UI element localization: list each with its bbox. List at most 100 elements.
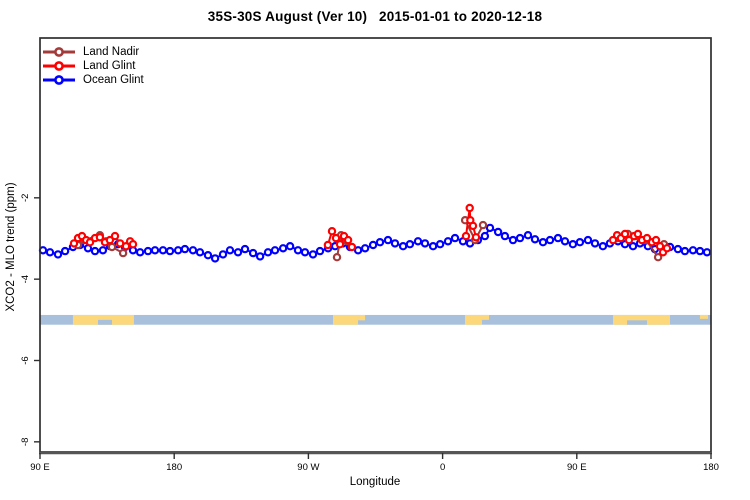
series-land-glint-point [323, 240, 333, 250]
ocean-notch [627, 320, 648, 325]
series-land-glint-point [105, 235, 115, 245]
series-ocean-glint-point [98, 246, 108, 255]
series-ocean-glint-point [218, 250, 228, 259]
land-patch [333, 314, 359, 325]
series-ocean-glint-point [695, 246, 705, 256]
series-ocean-glint-point [203, 250, 213, 260]
series-ocean-glint-point [390, 239, 400, 248]
series-ocean-glint-point [590, 239, 600, 248]
series-land-glint-point [69, 239, 79, 248]
ocean-band [40, 314, 711, 325]
series-ocean-glint-point [248, 248, 258, 258]
series-ocean-glint-point [308, 250, 318, 259]
series-land-glint-point [331, 233, 341, 243]
land-patch [358, 314, 366, 321]
chart-title: 35S-30S August (Ver 10) 2015-01-01 to 20… [207, 9, 543, 24]
series-land-glint-point [121, 241, 131, 251]
x-tick-label: 90 W [297, 462, 319, 473]
legend-marker-icon [43, 75, 75, 85]
series-ocean-glint-point [90, 246, 100, 256]
series-ocean-glint-point [530, 235, 540, 244]
series-ocean-glint-point [628, 241, 638, 251]
series-land-glint-point [608, 235, 618, 245]
x-tick-label: 180 [703, 462, 719, 473]
series-land-glint-point [128, 239, 138, 249]
series-ocean-glint-point [450, 233, 460, 243]
legend-item-land-nadir: Land Nadir [42, 45, 144, 59]
y-tick-label: -4 [20, 275, 31, 283]
series-land-glint-point [651, 235, 661, 245]
series-ocean-glint-point [45, 248, 55, 257]
legend-item-label: Land Glint [83, 60, 136, 72]
series-ocean-glint-point [500, 231, 510, 241]
x-tick-label: 180 [166, 462, 182, 473]
series-ocean-glint-point [195, 248, 205, 257]
land-patch [613, 314, 670, 325]
series-land-nadir-point [118, 248, 128, 258]
series-land-glint-point [642, 233, 652, 243]
series-ocean-glint-point [515, 233, 525, 243]
land-patch [699, 314, 709, 319]
series-ocean-glint-point [315, 246, 325, 256]
series-land-glint-point [335, 239, 345, 249]
series-ocean-glint-point [255, 252, 265, 261]
series-ocean-glint-point [53, 250, 63, 259]
series-ocean-glint-point [233, 248, 243, 257]
legend-item-land-glint: Land Glint [42, 59, 144, 73]
series-ocean-glint-point [598, 241, 608, 251]
series-land-glint-point [633, 229, 643, 239]
series-ocean-glint-point [375, 237, 385, 247]
series-ocean-glint-point [673, 244, 683, 254]
legend-marker-icon [43, 47, 75, 57]
series-ocean-glint-point [158, 246, 168, 255]
y-tick-label: -6 [20, 356, 31, 364]
series-land-glint-point [620, 229, 630, 239]
land-patch [481, 314, 489, 320]
series-ocean-glint-point [300, 248, 310, 257]
series-ocean-glint-point [143, 246, 153, 256]
series-ocean-glint-point [568, 239, 578, 249]
series-ocean-glint-point [405, 239, 415, 249]
series-ocean-glint-point [360, 244, 370, 253]
legend: Land Nadir Land Glint Ocean Glint [42, 45, 144, 87]
series-ocean-glint-point [263, 248, 273, 257]
series-ocean-glint-point [523, 230, 533, 240]
x-tick-label: 0 [440, 462, 445, 473]
series-ocean-glint-point [428, 241, 438, 251]
series-ocean-glint-point [135, 248, 145, 257]
series-ocean-glint-point [188, 246, 198, 255]
series-ocean-glint-point [553, 233, 563, 243]
x-tick-label: 90 E [567, 462, 587, 473]
series-ocean-glint-point [240, 244, 250, 254]
series-land-glint-point [110, 231, 120, 241]
legend-item-label: Land Nadir [83, 46, 140, 58]
series-ocean-glint-point [60, 246, 70, 256]
series-ocean-glint-point [270, 246, 280, 255]
series-ocean-glint-point [165, 246, 175, 256]
series-ocean-glint-point [508, 235, 518, 245]
series-ocean-glint-point [413, 237, 423, 246]
legend-item-label: Ocean Glint [83, 74, 144, 86]
series-land-nadir-point [332, 253, 342, 262]
series-ocean-glint-point [435, 239, 445, 249]
series-ocean-glint-point [420, 239, 430, 248]
ocean-notch [98, 319, 113, 325]
series-ocean-glint-point [150, 246, 160, 255]
series-ocean-glint-point [485, 223, 495, 233]
series-ocean-glint-point [353, 246, 363, 255]
series-land-glint-point [343, 235, 353, 245]
series-land-glint-point [461, 231, 471, 241]
land-patch [464, 314, 482, 325]
y-tick-label: -2 [20, 194, 31, 202]
series-land-glint-point [655, 241, 665, 251]
series-ocean-glint-point [480, 231, 490, 241]
series-land-glint-point [471, 233, 481, 242]
series-land-nadir-point [107, 242, 117, 252]
series-ocean-glint-point [702, 248, 712, 257]
series-ocean-glint-point [575, 237, 585, 247]
legend-item-ocean-glint: Ocean Glint [42, 73, 144, 87]
series-ocean-glint-point [688, 246, 698, 255]
series-ocean-glint-point [680, 246, 690, 256]
series-ocean-glint-point [278, 244, 288, 253]
